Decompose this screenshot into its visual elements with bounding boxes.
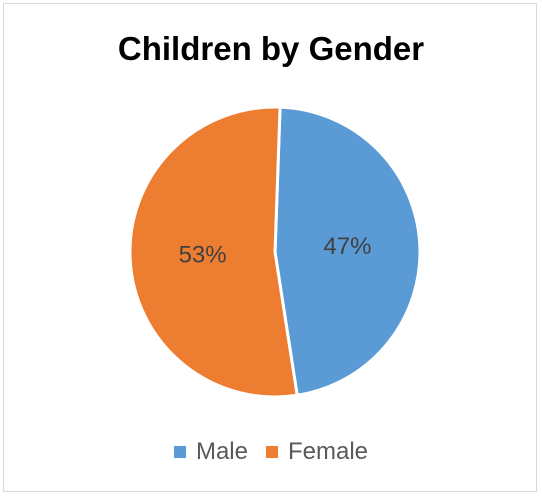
chart-title: Children by Gender [117,30,425,67]
legend-item-male: Male [173,438,248,466]
legend-label-female: Female [288,438,369,465]
legend-swatch-female [266,446,278,458]
legend-label-male: Male [195,438,248,465]
data-label-female: 53% [179,242,227,269]
legend-item-female: Female [266,438,368,466]
data-label-male: 47% [323,233,371,260]
legend-swatch-male [173,446,186,458]
pie-slice-male [273,105,422,398]
chart-legend: Male Female [0,438,542,466]
pie-slice-female [128,105,299,399]
